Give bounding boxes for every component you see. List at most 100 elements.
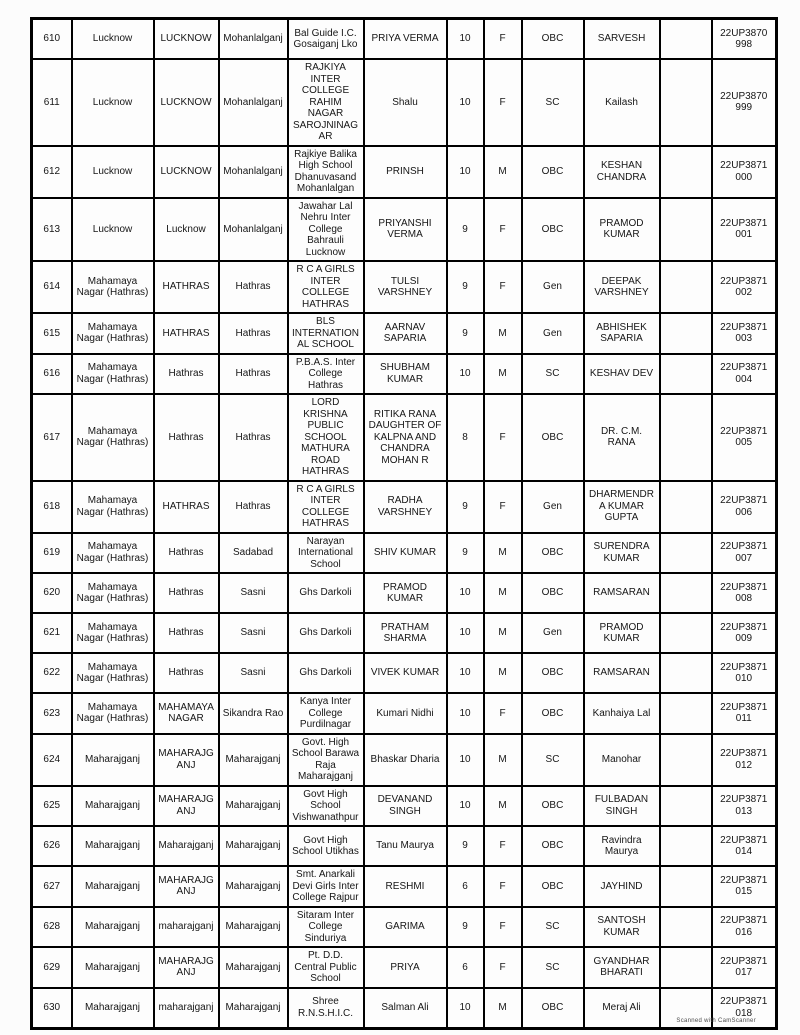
table-row: 622 Mahamaya Nagar (Hathras) Hathras Sasni G…	[30, 652, 778, 694]
cell-class: 10	[445, 652, 485, 694]
cell-district_upper: Maharajganj	[152, 825, 220, 867]
cell-district: Mahamaya Nagar (Hathras)	[70, 312, 155, 355]
cell-student_name: Bhaskar Dharia	[362, 732, 448, 787]
cell-district_upper: Hathras	[152, 572, 220, 614]
cell-father_name: KESHAV DEV	[582, 352, 661, 395]
cell-category: OBC	[520, 572, 585, 614]
cell-block: Maharajganj	[217, 732, 289, 787]
cell-student_name: Salman Ali	[362, 986, 448, 1029]
cell-class: 9	[445, 196, 485, 262]
cell-registration_no: 22UP3871​005	[710, 393, 778, 482]
cell-father_name: Kanhaiya Lal	[582, 692, 661, 735]
cell-class: 9	[445, 312, 485, 355]
cell-district: Lucknow	[70, 196, 155, 262]
cell-blank	[658, 260, 713, 314]
cell-category: OBC	[520, 17, 585, 60]
cell-registration_no: 22UP3871​013	[710, 784, 778, 827]
cell-gender: F	[482, 825, 523, 867]
cell-category: SC	[520, 58, 585, 147]
cell-class: 10	[445, 352, 485, 395]
cell-sno: 618	[30, 479, 73, 534]
cell-block: Hathras	[217, 479, 289, 534]
cell-district_upper: HATHRAS	[152, 312, 220, 355]
cell-gender: F	[482, 946, 523, 989]
cell-block: Sasni	[217, 612, 289, 654]
cell-district: Maharajganj	[70, 784, 155, 827]
cell-class: 9	[445, 260, 485, 314]
cell-district_upper: HATHRAS	[152, 479, 220, 534]
cell-category: OBC	[520, 144, 585, 199]
cell-category: OBC	[520, 825, 585, 867]
cell-district_upper: maharajganj	[152, 905, 220, 948]
table-row: 629 Maharajganj MAHARAJGANJ Maharajganj Pt. …	[30, 946, 778, 989]
cell-category: OBC	[520, 652, 585, 694]
cell-sno: 610	[30, 17, 73, 60]
cell-registration_no: 22UP3871​007	[710, 531, 778, 574]
table-row: 621 Mahamaya Nagar (Hathras) Hathras Sasni G…	[30, 612, 778, 654]
cell-class: 10	[445, 144, 485, 199]
cell-father_name: Manohar	[582, 732, 661, 787]
cell-blank	[658, 352, 713, 395]
cell-blank	[658, 58, 713, 147]
cell-sno: 627	[30, 865, 73, 908]
cell-student_name: AARNAV SAPARIA	[362, 312, 448, 355]
cell-sno: 611	[30, 58, 73, 147]
cell-gender: F	[482, 393, 523, 482]
cell-class: 9	[445, 825, 485, 867]
cell-gender: M	[482, 352, 523, 395]
cell-sno: 625	[30, 784, 73, 827]
cell-blank	[658, 652, 713, 694]
table-row: 618 Mahamaya Nagar (Hathras) HATHRAS Hathra…	[30, 479, 778, 534]
cell-registration_no: 22UP3871​008	[710, 572, 778, 614]
table-row: 627 Maharajganj MAHARAJGANJ Maharajganj Smt.…	[30, 865, 778, 908]
cell-school: Jawahar Lal Nehru Inter College Bahrauli…	[286, 196, 365, 262]
cell-student_name: RESHMI	[362, 865, 448, 908]
cell-class: 10	[445, 732, 485, 787]
cell-school: Govt. High School Barawa Raja Maharajgan…	[286, 732, 365, 787]
cell-school: R C A GIRLS INTER COLLEGE HATHRAS	[286, 479, 365, 534]
table-row: 614 Mahamaya Nagar (Hathras) HATHRAS Hathra…	[30, 260, 778, 314]
table-row: 619 Mahamaya Nagar (Hathras) Hathras Sadaba…	[30, 531, 778, 574]
cell-school: Govt High School Vishwanathpur	[286, 784, 365, 827]
cell-district_upper: LUCKNOW	[152, 144, 220, 199]
cell-student_name: PRATHAM SHARMA	[362, 612, 448, 654]
cell-district: Maharajganj	[70, 986, 155, 1029]
cell-registration_no: 22UP3871​009	[710, 612, 778, 654]
cell-category: OBC	[520, 986, 585, 1029]
cell-school: Rajkiye Balika High School Dhanuvasand M…	[286, 144, 365, 199]
cell-registration_no: 22UP3870​999	[710, 58, 778, 147]
cell-blank	[658, 946, 713, 989]
cell-gender: F	[482, 905, 523, 948]
cell-gender: M	[482, 732, 523, 787]
cell-school: Shree R.N.S.H.I.C.	[286, 986, 365, 1029]
cell-district_upper: MAHARAJGANJ	[152, 865, 220, 908]
cell-block: Sasni	[217, 652, 289, 694]
cell-registration_no: 22UP3871​003	[710, 312, 778, 355]
cell-class: 10	[445, 784, 485, 827]
cell-student_name: TULSI VARSHNEY	[362, 260, 448, 314]
cell-blank	[658, 393, 713, 482]
camscanner-watermark: Scanned with CamScanner	[676, 1018, 756, 1024]
table-row: 620 Mahamaya Nagar (Hathras) Hathras Sasni G…	[30, 572, 778, 614]
cell-father_name: GYANDHAR BHARATI	[582, 946, 661, 989]
cell-sno: 630	[30, 986, 73, 1029]
cell-blank	[658, 17, 713, 60]
cell-district_upper: Hathras	[152, 531, 220, 574]
cell-district_upper: Hathras	[152, 393, 220, 482]
cell-blank	[658, 865, 713, 908]
cell-district: Lucknow	[70, 17, 155, 60]
cell-registration_no: 22UP3871​011	[710, 692, 778, 735]
cell-blank	[658, 905, 713, 948]
cell-district_upper: LUCKNOW	[152, 17, 220, 60]
cell-district_upper: MAHARAJGANJ	[152, 946, 220, 989]
cell-student_name: Tanu Maurya	[362, 825, 448, 867]
cell-gender: M	[482, 144, 523, 199]
cell-school: Narayan International School	[286, 531, 365, 574]
cell-district_upper: maharajganj	[152, 986, 220, 1029]
cell-sno: 612	[30, 144, 73, 199]
cell-blank	[658, 531, 713, 574]
cell-father_name: PRAMOD KUMAR	[582, 612, 661, 654]
cell-gender: F	[482, 196, 523, 262]
cell-sno: 613	[30, 196, 73, 262]
cell-sno: 615	[30, 312, 73, 355]
